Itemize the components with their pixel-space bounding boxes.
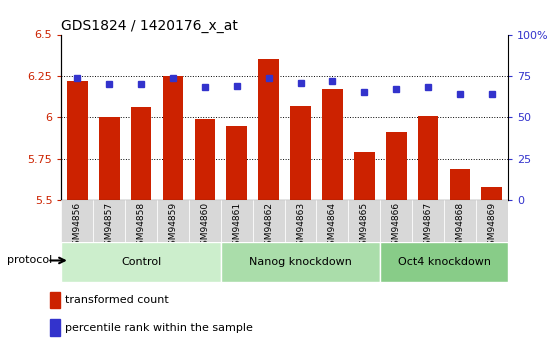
Bar xyxy=(412,200,444,242)
Bar xyxy=(157,200,189,242)
Text: GSM94869: GSM94869 xyxy=(487,202,496,251)
Bar xyxy=(162,76,184,200)
Bar xyxy=(348,200,380,242)
Bar xyxy=(450,169,470,200)
Bar xyxy=(482,187,502,200)
Bar xyxy=(285,200,316,242)
Bar xyxy=(93,200,125,242)
Bar xyxy=(99,117,119,200)
Text: GSM94863: GSM94863 xyxy=(296,202,305,251)
Text: GSM94868: GSM94868 xyxy=(455,202,464,251)
Bar xyxy=(50,292,60,308)
Bar xyxy=(50,319,60,336)
Text: transformed count: transformed count xyxy=(65,295,169,305)
Text: GDS1824 / 1420176_x_at: GDS1824 / 1420176_x_at xyxy=(61,19,238,33)
Text: Control: Control xyxy=(121,257,161,267)
Text: GSM94859: GSM94859 xyxy=(169,202,177,251)
Bar xyxy=(258,59,279,200)
Text: Oct4 knockdown: Oct4 knockdown xyxy=(397,257,490,267)
Bar xyxy=(290,106,311,200)
Bar xyxy=(61,200,93,242)
Text: GSM94867: GSM94867 xyxy=(424,202,432,251)
Bar xyxy=(125,200,157,242)
Bar xyxy=(418,116,439,200)
Bar xyxy=(322,89,343,200)
Text: GSM94860: GSM94860 xyxy=(200,202,209,251)
Bar xyxy=(444,200,476,242)
Bar xyxy=(386,132,407,200)
Text: GSM94858: GSM94858 xyxy=(137,202,146,251)
Text: GSM94864: GSM94864 xyxy=(328,202,337,251)
Bar xyxy=(221,200,253,242)
Text: GSM94862: GSM94862 xyxy=(264,202,273,251)
Bar xyxy=(380,242,508,282)
Text: GSM94857: GSM94857 xyxy=(105,202,114,251)
Text: percentile rank within the sample: percentile rank within the sample xyxy=(65,323,253,333)
Bar xyxy=(189,200,221,242)
Text: GSM94861: GSM94861 xyxy=(232,202,241,251)
Text: GSM94866: GSM94866 xyxy=(392,202,401,251)
Bar xyxy=(380,200,412,242)
Bar xyxy=(476,200,508,242)
Bar xyxy=(227,126,247,200)
Text: GSM94865: GSM94865 xyxy=(360,202,369,251)
Bar xyxy=(316,200,348,242)
Bar xyxy=(253,200,285,242)
Bar xyxy=(221,242,380,282)
Text: GSM94856: GSM94856 xyxy=(73,202,82,251)
Bar xyxy=(131,107,151,200)
Bar xyxy=(195,119,215,200)
Bar xyxy=(67,81,88,200)
Bar xyxy=(354,152,374,200)
Text: protocol: protocol xyxy=(7,256,52,265)
Text: Nanog knockdown: Nanog knockdown xyxy=(249,257,352,267)
Bar xyxy=(61,242,221,282)
